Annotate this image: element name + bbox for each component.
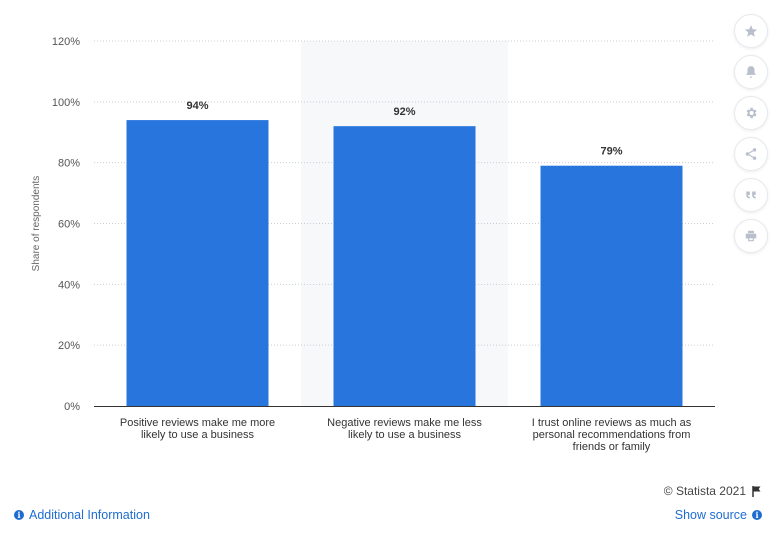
x-tick-label-line: I trust online reviews as much as bbox=[532, 417, 692, 429]
bar[interactable] bbox=[540, 165, 683, 406]
star-icon bbox=[744, 25, 758, 37]
info-icon: i bbox=[752, 510, 762, 520]
x-tick-label-line: likely to use a business bbox=[348, 429, 462, 441]
show-source-link[interactable]: Show source i bbox=[675, 508, 762, 522]
share-icon bbox=[745, 148, 757, 160]
notification-button[interactable] bbox=[734, 55, 768, 89]
share-button[interactable] bbox=[734, 137, 768, 171]
bar-chart: 0% 20% 40% 60% 80% 100% 120% Share of responden… bbox=[31, 36, 715, 453]
x-tick-label-line: Negative reviews make me less bbox=[327, 417, 482, 429]
print-button[interactable] bbox=[734, 219, 768, 253]
x-tick-label: I trust online reviews as much as persona… bbox=[532, 417, 692, 453]
data-label: 79% bbox=[600, 146, 622, 158]
chart-container: 0% 20% 40% 60% 80% 100% 120% Share of responden… bbox=[31, 36, 715, 453]
bar[interactable] bbox=[126, 120, 269, 406]
show-source-label: Show source bbox=[674, 508, 747, 522]
info-icon: i bbox=[14, 510, 24, 520]
y-tick-label: 0% bbox=[64, 401, 80, 413]
y-tick-label: 80% bbox=[58, 158, 80, 170]
x-tick-label-line: personal recommendations from bbox=[533, 429, 691, 441]
additional-information-label: Additional Information bbox=[29, 508, 150, 522]
bell-icon bbox=[746, 66, 756, 78]
y-axis-title: Share of respondents bbox=[31, 176, 42, 272]
settings-button[interactable] bbox=[734, 96, 768, 130]
bar[interactable] bbox=[333, 126, 476, 407]
print-icon bbox=[745, 230, 757, 242]
data-label: 94% bbox=[186, 100, 208, 112]
y-tick-label: 60% bbox=[58, 219, 80, 231]
x-tick-label: Positive reviews make me more likely to u… bbox=[120, 417, 275, 441]
y-tick-label: 120% bbox=[52, 36, 80, 48]
x-tick-label: Negative reviews make me less likely to u… bbox=[327, 417, 482, 441]
cite-button[interactable] bbox=[734, 178, 768, 212]
additional-information-link[interactable]: i Additional Information bbox=[14, 508, 150, 522]
data-label: 92% bbox=[393, 106, 415, 118]
y-tick-label: 20% bbox=[58, 340, 80, 352]
quote-icon bbox=[746, 191, 756, 199]
x-tick-label-line: likely to use a business bbox=[141, 429, 255, 441]
side-toolbar bbox=[734, 14, 768, 260]
credit-text: © Statista 2021 bbox=[663, 484, 746, 498]
favorite-button[interactable] bbox=[734, 14, 768, 48]
flag-icon[interactable] bbox=[752, 485, 762, 497]
x-tick-label-line: friends or family bbox=[573, 441, 651, 453]
y-tick-label: 40% bbox=[58, 279, 80, 291]
gear-icon bbox=[746, 107, 757, 119]
statista-credit: © Statista 2021 bbox=[664, 484, 762, 498]
y-tick-label: 100% bbox=[52, 97, 80, 109]
x-tick-label-line: Positive reviews make me more bbox=[120, 417, 275, 429]
